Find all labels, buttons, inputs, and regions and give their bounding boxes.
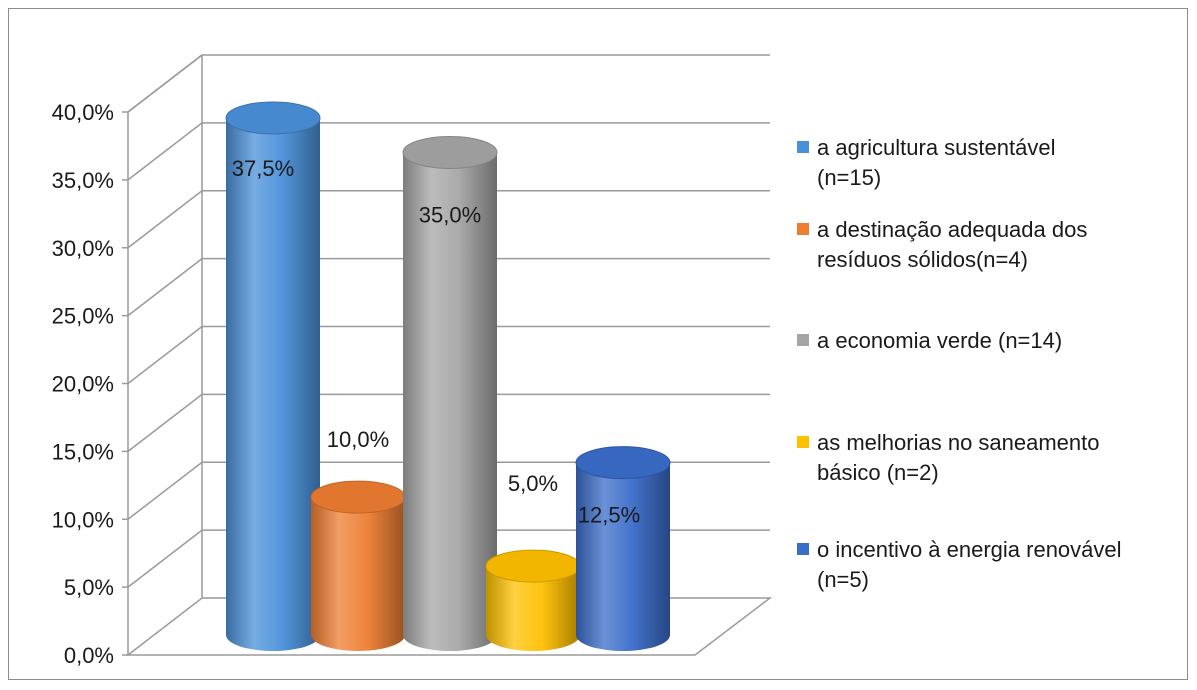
bar-body [486, 566, 580, 651]
legend-swatch [797, 334, 809, 346]
data-label: 5,0% [508, 471, 558, 496]
gridline [127, 257, 770, 317]
legend-label: o incentivo à energia renovável [817, 537, 1122, 562]
data-label: 35,0% [419, 202, 481, 227]
y-tick-label: 0,0% [64, 643, 114, 668]
legend-swatch [797, 543, 809, 555]
legend-label: (n=5) [817, 567, 869, 592]
legend-swatch [797, 141, 809, 153]
y-tick-label: 30,0% [52, 236, 114, 261]
legend-label: a destinação adequada dos [817, 217, 1087, 242]
bar-body [311, 497, 405, 651]
bar-top-cap [485, 549, 581, 583]
data-label: 10,0% [327, 427, 389, 452]
legend-item: a agricultura sustentável (n=15) [797, 135, 1055, 190]
bar-top-cap [575, 446, 671, 480]
gridline [127, 54, 770, 113]
y-tick-label: 40,0% [52, 100, 114, 125]
bar-top-cap [402, 135, 498, 169]
bar-top-cap [225, 101, 321, 135]
bar-body [576, 462, 670, 651]
gridline [127, 325, 770, 385]
legend-label: a economia verde (n=14) [817, 328, 1062, 353]
bar-5 [575, 446, 671, 651]
legend-label: a agricultura sustentável [817, 135, 1055, 160]
bar-body [403, 152, 497, 651]
y-tick-label: 10,0% [52, 507, 114, 532]
legend-item: a economia verde (n=14) [797, 328, 1062, 353]
legend-label: básico (n=2) [817, 460, 939, 485]
bar-2 [310, 480, 406, 651]
floor [125, 597, 773, 656]
legend-label: as melhorias no saneamento [817, 430, 1100, 455]
legend-label: (n=15) [817, 165, 881, 190]
data-label: 12,5% [578, 503, 640, 528]
legend-item: a destinação adequada dos resíduos sólido… [797, 217, 1087, 272]
legend-item: o incentivo à energia renovável (n=5) [797, 537, 1122, 592]
y-tick-label: 20,0% [52, 372, 114, 397]
y-tick-label: 25,0% [52, 304, 114, 329]
y-tick-label: 15,0% [52, 439, 114, 464]
bar-4 [485, 549, 581, 651]
y-tick-label: 5,0% [64, 575, 114, 600]
y-tick-label: 35,0% [52, 168, 114, 193]
legend-item: as melhorias no saneamento básico (n=2) [797, 430, 1100, 485]
data-label: 37,5% [232, 156, 294, 181]
gridline [127, 393, 770, 452]
legend-swatch [797, 223, 809, 235]
gridline [127, 122, 770, 181]
bar-3 [402, 135, 498, 651]
bar-1 [225, 101, 321, 651]
gridline [127, 190, 770, 249]
bar-top-cap [310, 480, 406, 514]
legend-swatch [797, 436, 809, 448]
legend-label: resíduos sólidos(n=4) [817, 247, 1028, 272]
bar-body [226, 117, 320, 651]
